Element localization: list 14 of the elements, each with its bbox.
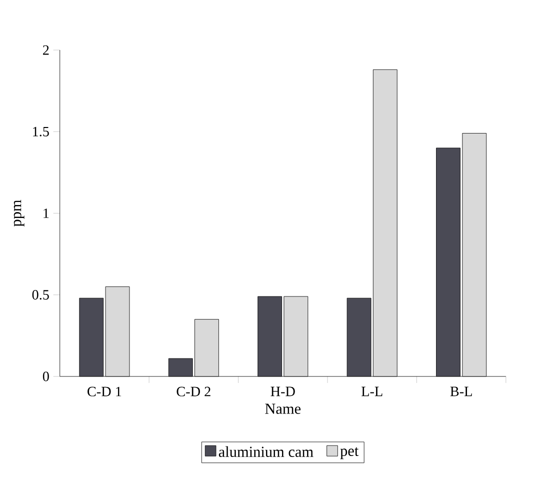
x-tick-label: L-L: [362, 386, 382, 396]
x-tick-label: H-D: [270, 386, 295, 396]
y-tick-label: 1.5: [33, 126, 49, 136]
x-tick-label: C-D 1: [88, 386, 122, 396]
y-tick-label: 0: [42, 372, 49, 382]
y-tick-label: 1: [44, 208, 49, 218]
x-tick-label: B-L: [450, 386, 472, 396]
x-tick-label: C-D 2: [176, 386, 210, 396]
legend-label: pet: [340, 447, 359, 460]
x-axis-title: Name: [265, 404, 301, 414]
y-axis-title: ppm: [14, 200, 24, 227]
y-tick-label: 2: [43, 45, 49, 55]
legend-label: aluminium cam: [218, 446, 314, 458]
y-tick-label: 0.5: [32, 290, 49, 300]
